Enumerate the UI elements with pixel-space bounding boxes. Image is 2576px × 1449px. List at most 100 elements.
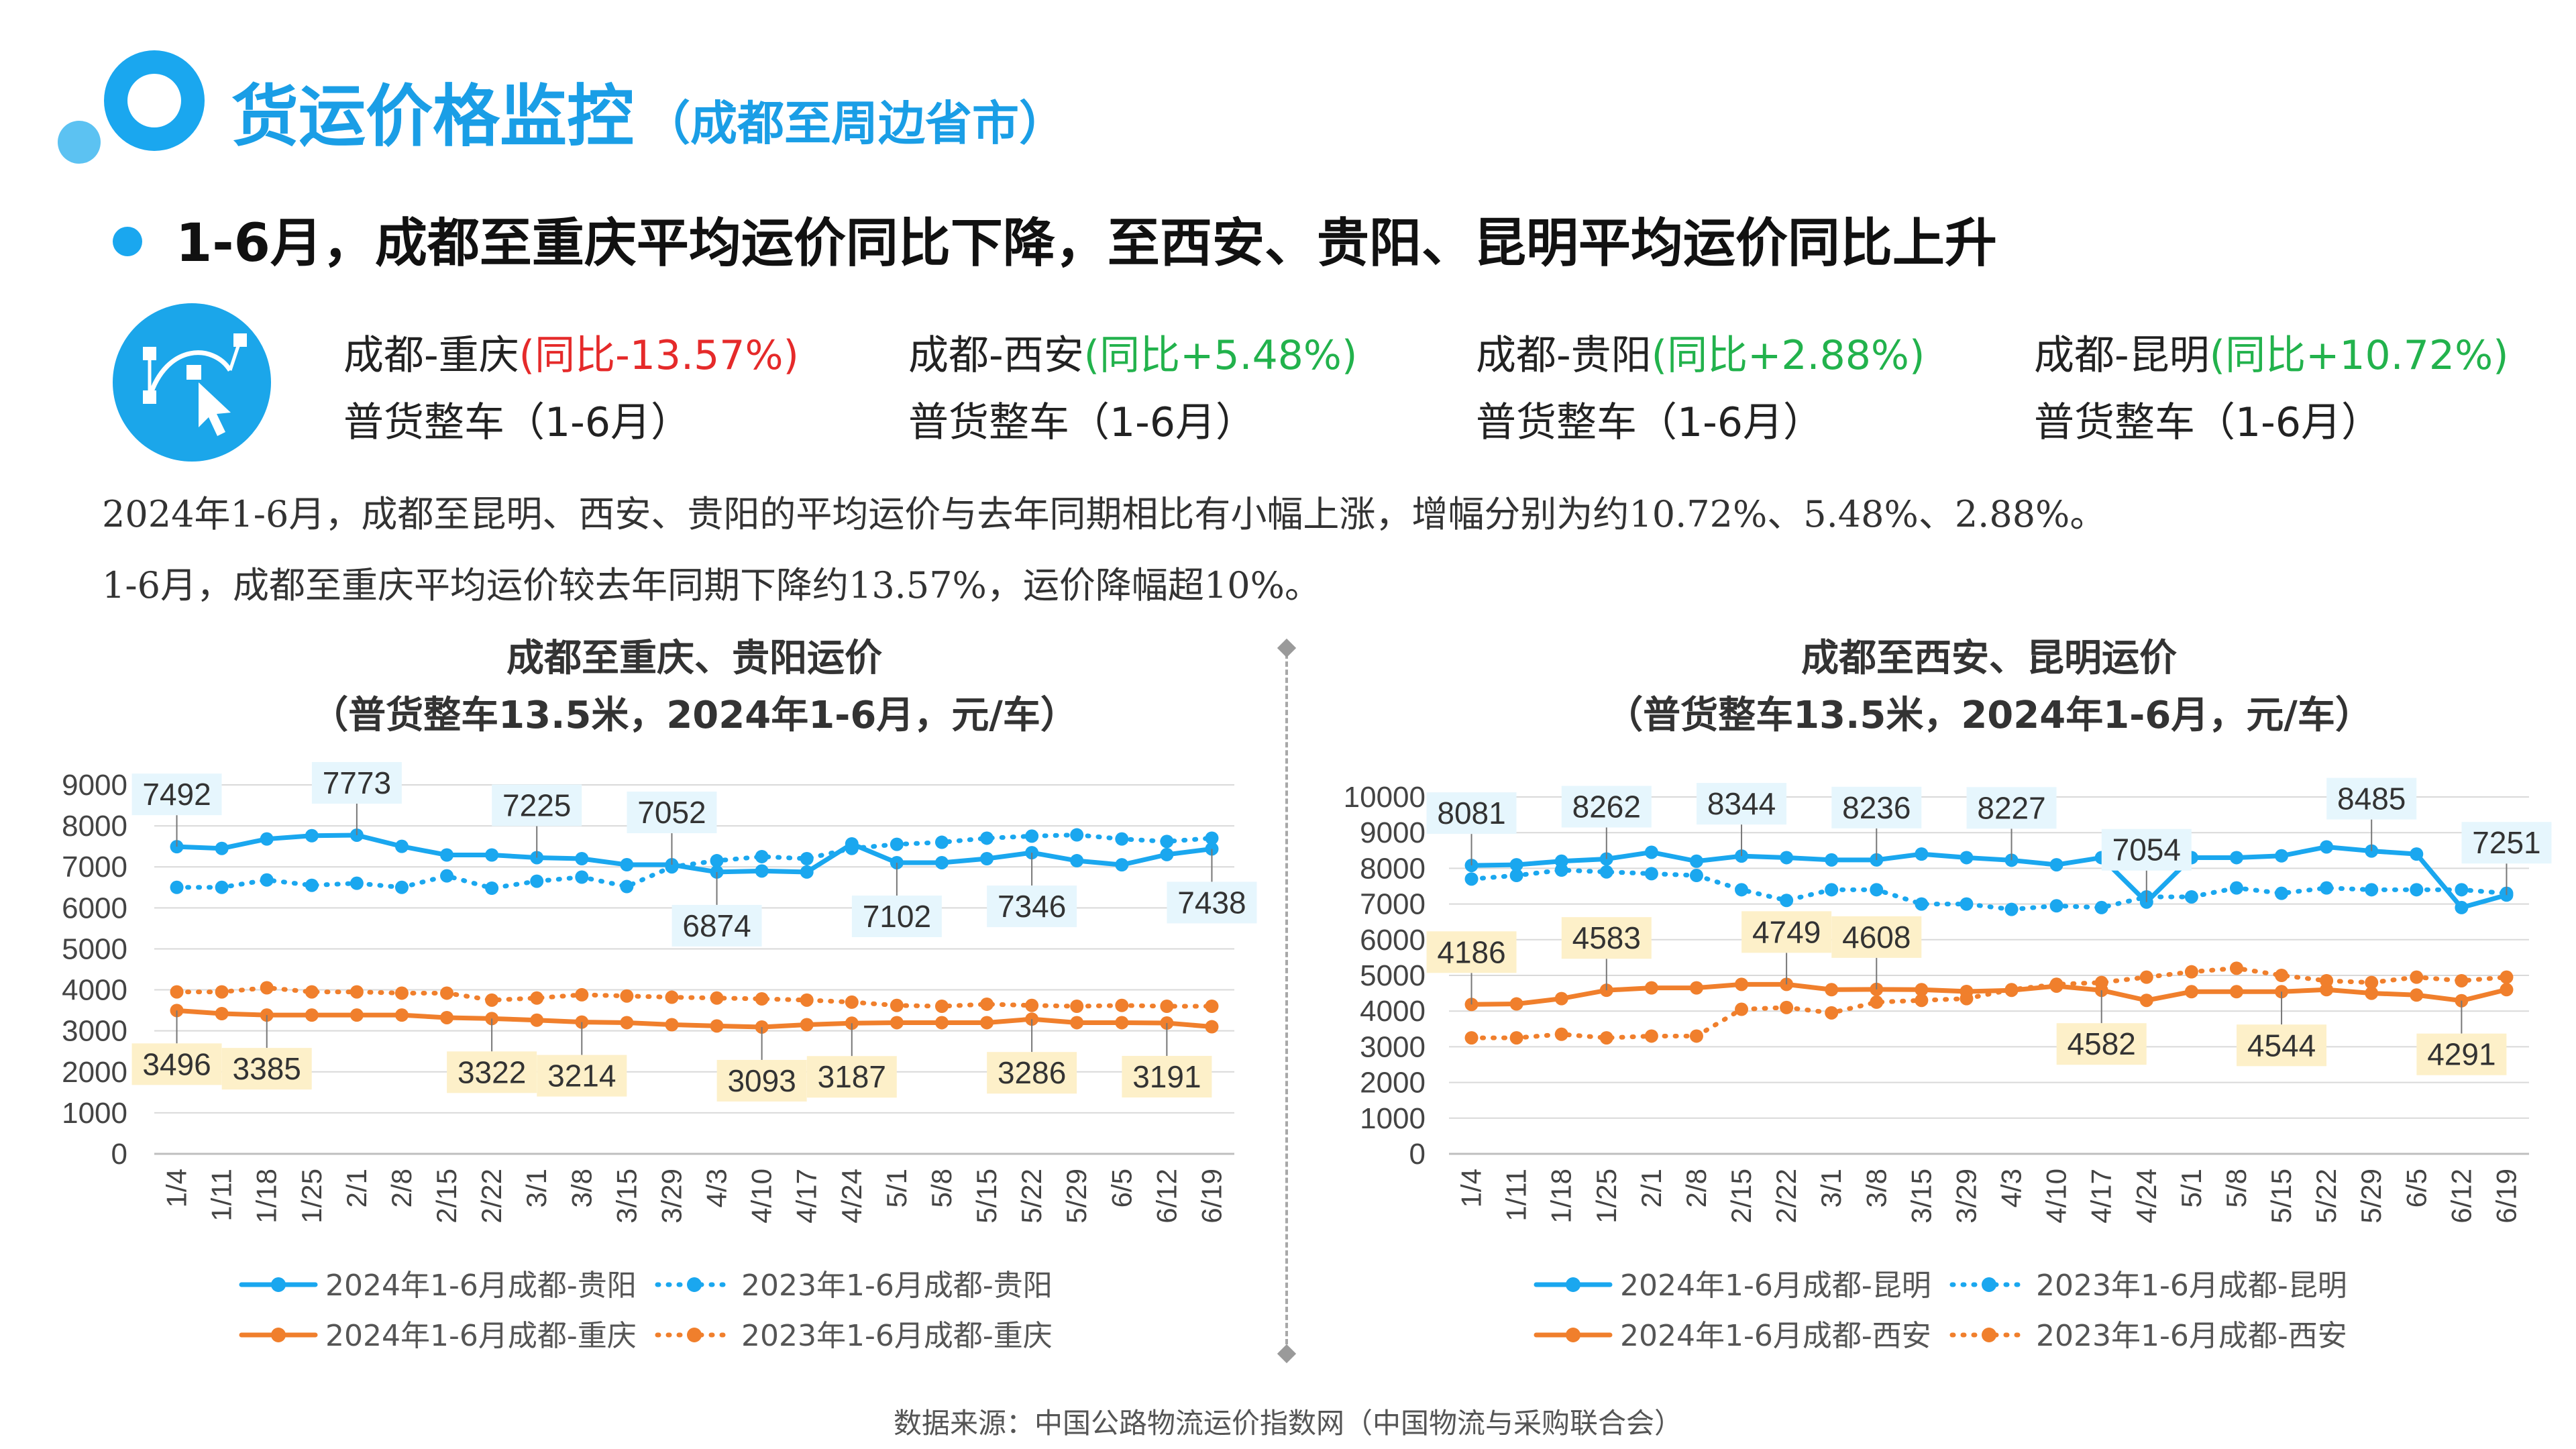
data-point: [620, 858, 634, 872]
data-point: [485, 1012, 499, 1026]
data-label-bg: [1831, 786, 1922, 828]
data-point: [215, 880, 229, 894]
data-point: [1554, 991, 1568, 1006]
stat-xian: 成都-西安(同比+5.48%) 普货整车（1-6月）: [908, 322, 1357, 456]
headline: 1-6月，成都至重庆平均运价同比下降，至西安、贵阳、昆明平均运价同比上升: [176, 213, 1997, 274]
data-label: 7492: [142, 777, 211, 812]
x-tick-label: 3/29: [1950, 1169, 1982, 1224]
x-tick-label: 6/19: [2490, 1169, 2522, 1224]
data-point: [1599, 852, 1613, 866]
data-point: [394, 1008, 409, 1022]
data-point: [530, 991, 544, 1005]
data-point: [170, 985, 184, 999]
data-label-bg: [311, 761, 402, 804]
stat-route: 成都-昆明: [2034, 332, 2210, 379]
data-point: [2004, 902, 2019, 916]
data-label: 4582: [2068, 1026, 2136, 1061]
data-point: [260, 981, 274, 995]
x-tick-label: 4/17: [791, 1169, 822, 1224]
data-point: [1825, 983, 1839, 997]
data-point: [1780, 851, 1794, 865]
data-point: [2455, 994, 2469, 1008]
data-point: [890, 1016, 904, 1030]
data-point: [934, 1016, 949, 1030]
data-point: [2184, 965, 2198, 979]
data-point: [755, 992, 769, 1006]
data-point: [1160, 847, 1174, 861]
data-label-bg: [492, 784, 582, 826]
data-point: [2139, 994, 2153, 1008]
data-point: [394, 880, 409, 894]
data-point: [620, 989, 634, 1003]
chart-title: 成都至重庆、贵阳运价: [506, 637, 882, 680]
legend-marker: [687, 1328, 702, 1342]
x-tick-label: 1/4: [1456, 1169, 1487, 1208]
data-point: [2455, 900, 2469, 914]
data-point: [1960, 991, 1974, 1006]
data-label-bg: [1426, 931, 1517, 973]
data-point: [2275, 886, 2289, 900]
legend-label: 2024年1-6月成都-西安: [1620, 1319, 1931, 1353]
data-point: [980, 852, 994, 865]
data-label-bg: [851, 895, 942, 937]
stat-change: (同比+10.72%): [2209, 332, 2509, 379]
x-tick-label: 2/8: [1680, 1169, 1712, 1208]
data-label-bg: [221, 1048, 312, 1090]
data-point: [575, 870, 589, 884]
data-point: [350, 876, 364, 890]
series-line: [174, 833, 1214, 891]
data-point: [2410, 847, 2424, 861]
data-label: 8262: [1572, 789, 1641, 824]
data-point: [1070, 854, 1084, 868]
x-tick-label: 6/5: [2400, 1169, 2432, 1208]
x-tick-label: 5/29: [2355, 1169, 2387, 1224]
y-tick-label: 3000: [1360, 1030, 1426, 1063]
data-point: [485, 848, 499, 862]
x-tick-label: 4/24: [836, 1169, 867, 1224]
data-point: [665, 860, 679, 874]
data-point: [1115, 858, 1129, 872]
stat-route: 成都-重庆: [343, 332, 519, 379]
x-tick-label: 1/25: [1591, 1169, 1622, 1224]
data-point: [665, 990, 679, 1004]
data-label: 7102: [863, 899, 931, 934]
data-point: [1689, 854, 1703, 868]
x-tick-label: 5/1: [881, 1169, 912, 1208]
data-label-bg: [2056, 1023, 2147, 1065]
x-tick-label: 5/29: [1061, 1169, 1092, 1224]
data-point: [845, 995, 859, 1009]
y-tick-label: 1000: [62, 1097, 127, 1130]
data-point: [800, 993, 814, 1007]
data-point: [2365, 986, 2379, 1000]
data-point: [934, 1000, 949, 1013]
data-label-bg: [2101, 828, 2192, 871]
data-label: 4291: [2427, 1037, 2496, 1072]
data-point: [1509, 858, 1523, 872]
x-tick-label: 3/1: [521, 1169, 552, 1208]
y-tick-label: 2000: [62, 1056, 127, 1089]
data-label: 7346: [998, 889, 1066, 924]
data-point: [1160, 1016, 1174, 1030]
data-point: [1070, 828, 1084, 842]
chart-subtitle: （普货整车13.5米，2024年1-6月，元/车）: [1605, 694, 2373, 737]
data-point: [1825, 853, 1839, 867]
data-label: 3385: [233, 1051, 301, 1086]
data-point: [2365, 975, 2379, 989]
data-label-bg: [627, 792, 717, 834]
x-tick-label: 6/19: [1195, 1169, 1227, 1224]
y-tick-label: 6000: [62, 892, 127, 924]
series-line: [174, 1008, 1214, 1030]
data-label-bg: [987, 1052, 1077, 1094]
data-label: 4583: [1572, 920, 1641, 955]
page-subtitle: （成都至周边省市）: [643, 96, 1066, 151]
data-point: [1960, 851, 1974, 865]
data-label-bg: [1122, 1055, 1212, 1097]
data-label: 4544: [2247, 1028, 2316, 1063]
stat-type: 普货整车（1-6月）: [908, 399, 1256, 446]
x-tick-label: 1/18: [1546, 1169, 1577, 1224]
data-point: [260, 873, 274, 887]
data-point: [845, 841, 859, 855]
data-label-bg: [1561, 786, 1652, 828]
data-point: [2184, 985, 2198, 999]
data-point: [394, 839, 409, 853]
